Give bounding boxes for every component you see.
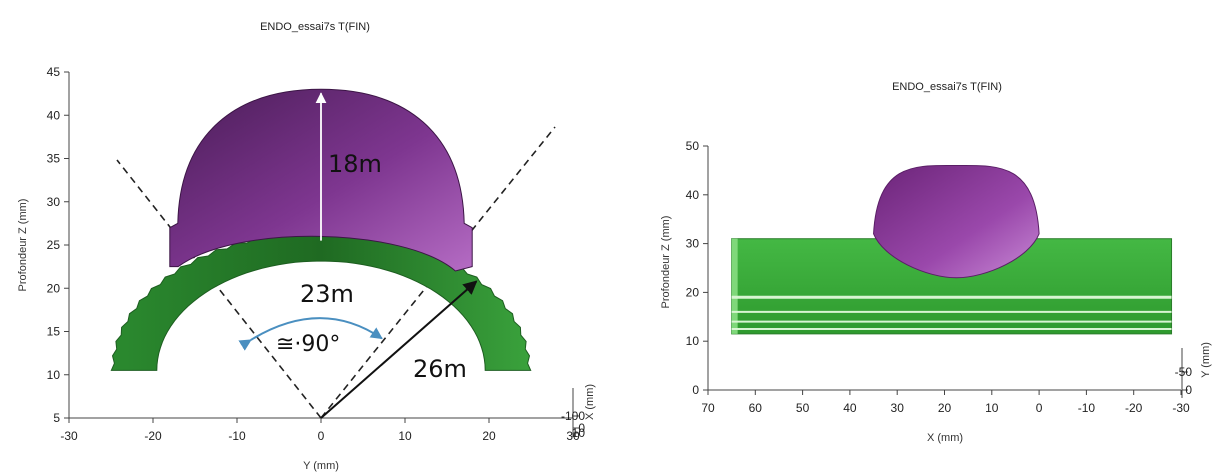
right-depth-tick-label: 0: [1185, 383, 1192, 397]
left-cone-line-left: [116, 159, 322, 419]
left-y-tick-label: 10: [47, 368, 61, 382]
right-y-axis-title: Profondeur Z (mm): [660, 216, 672, 309]
left-y-tick-label: 30: [47, 195, 61, 209]
right-x-tick-label: 40: [843, 401, 857, 415]
right-chart: ENDO_essai7s T(FIN) 0 10 20 30 40 50 70 60 50 40 30…: [660, 81, 1212, 444]
left-chart-title: ENDO_essai7s T(FIN): [260, 21, 370, 33]
left-angle-arc: [238, 317, 383, 351]
left-x-tick-label: -10: [228, 429, 246, 443]
right-y-tick-label: 50: [686, 139, 700, 153]
left-x-tick-label: 10: [398, 429, 412, 443]
right-x-tick-label: -10: [1078, 401, 1096, 415]
left-y-tick-label: 35: [47, 152, 61, 166]
right-x-tick-label: 0: [1036, 401, 1043, 415]
right-y-tick-label: 30: [686, 237, 700, 251]
left-y-tick-label: 45: [47, 65, 61, 79]
right-slab-edge: [731, 238, 738, 334]
right-x-tick-label: -20: [1125, 401, 1143, 415]
left-y-tick-label: 25: [47, 238, 61, 252]
right-y-tick-label: 40: [686, 188, 700, 202]
right-x-tick-label: 30: [891, 401, 905, 415]
right-x-tick-label: 60: [749, 401, 763, 415]
right-x-axis-title: X (mm): [927, 432, 963, 444]
right-y-tick-label: 20: [686, 285, 700, 299]
right-x-tick-label: 10: [985, 401, 999, 415]
left-x-tick-label: 0: [318, 429, 325, 443]
left-y-tick-label: 5: [53, 411, 60, 425]
left-y-tick-label: 15: [47, 325, 61, 339]
left-x-tick-label: 20: [482, 429, 496, 443]
left-depth-tick-label: 0: [578, 421, 585, 435]
right-x-tick-label: 50: [796, 401, 810, 415]
right-x-tick-label: -30: [1172, 401, 1190, 415]
left-y-axis-title: Profondeur Z (mm): [17, 199, 29, 292]
right-y-tick-label: 10: [686, 334, 700, 348]
right-x-tick-label: 20: [938, 401, 952, 415]
left-y-tick-label: 40: [47, 108, 61, 122]
left-x-tick-label: -20: [144, 429, 162, 443]
left-depth-tick-label: 10: [572, 426, 586, 440]
left-annotation-angle: ≅·90°: [276, 332, 340, 357]
left-x-axis-title: Y (mm): [303, 460, 339, 472]
right-depth-tick-label: -50: [1175, 365, 1193, 379]
left-radius-arrow: [320, 280, 478, 419]
left-annotation-23m: 23m: [300, 280, 354, 308]
left-annotation-26m: 26m: [413, 355, 467, 383]
left-green-arc: [110, 230, 532, 371]
right-x-tick-label: 70: [701, 401, 715, 415]
left-annotation-18m: 18m: [328, 150, 382, 178]
right-depth-axis-title: Y (mm): [1200, 342, 1212, 378]
left-chart: ENDO_essai7s T(FIN) 5 10 15 20 25 30 35 40 45 -30 -…: [17, 21, 596, 472]
left-x-tick-label: -30: [60, 429, 78, 443]
right-purple-bulb: [873, 164, 1040, 279]
left-depth-tick-label: -100: [561, 409, 585, 423]
right-chart-title: ENDO_essai7s T(FIN): [892, 81, 1002, 93]
left-y-tick-label: 20: [47, 281, 61, 295]
left-depth-axis-title: X (mm): [584, 384, 596, 420]
right-y-tick-label: 0: [692, 383, 699, 397]
